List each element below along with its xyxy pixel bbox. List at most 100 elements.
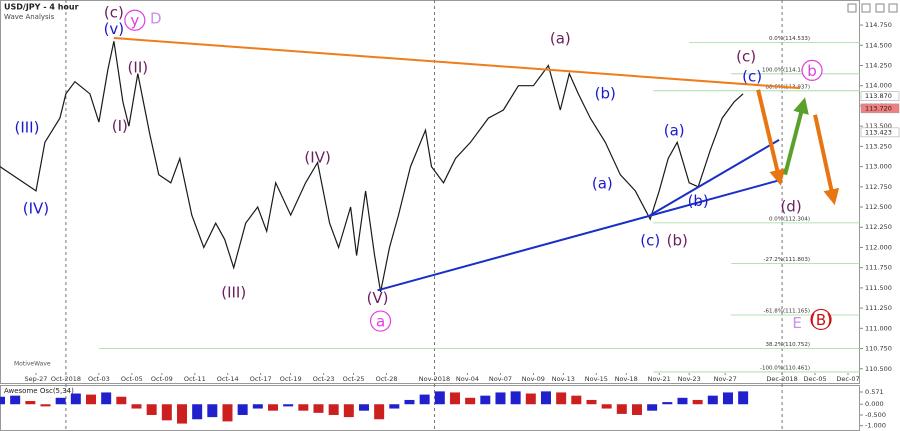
osc-bar xyxy=(40,404,51,407)
x-tick-label: Oct-28 xyxy=(376,375,398,383)
osc-bar xyxy=(0,396,5,405)
y-tick-label: 112.750 xyxy=(865,183,892,191)
osc-bar xyxy=(616,404,627,414)
wave-label: D xyxy=(150,9,162,27)
osc-bar xyxy=(556,392,567,405)
wave-circle xyxy=(810,308,832,331)
y-tick-label: 112.250 xyxy=(865,223,892,231)
wave-label: (c) xyxy=(104,4,124,22)
wave-label: (b) xyxy=(667,232,688,250)
osc-bar xyxy=(192,404,203,420)
wave-label: (III) xyxy=(221,283,246,301)
y-tick-label: 110.750 xyxy=(865,345,892,353)
x-tick-label: Nov-15 xyxy=(585,375,608,383)
osc-bar xyxy=(298,404,309,411)
wave-circle xyxy=(801,59,823,81)
wave-label: y xyxy=(130,12,139,30)
y-tick-label: 113.000 xyxy=(865,163,892,171)
osc-bar xyxy=(116,396,127,405)
osc-bar xyxy=(70,393,81,405)
osc-bar xyxy=(571,395,582,405)
osc-bar xyxy=(222,404,233,422)
price-flag xyxy=(860,91,900,101)
y-tick-label: 114.750 xyxy=(865,21,892,29)
button-icon[interactable] xyxy=(861,3,871,13)
osc-bar xyxy=(146,404,157,415)
osc-bar xyxy=(283,404,294,407)
x-tick-label: Oct-11 xyxy=(184,375,206,383)
osc-bar xyxy=(662,402,673,405)
x-tick-label: Nov-18 xyxy=(615,375,638,383)
y-tick-label: 110.500 xyxy=(865,365,892,373)
price-flag xyxy=(860,103,900,114)
wave-label: (d) xyxy=(780,198,801,216)
wave-circle xyxy=(369,310,392,332)
x-tick-label: Nov-04 xyxy=(456,375,479,383)
button-icon[interactable] xyxy=(888,3,898,13)
projection-arrow xyxy=(756,89,786,186)
osc-bar xyxy=(465,397,476,405)
wave-label: (V) xyxy=(367,289,389,307)
fib-label: 0.0%(114.533) xyxy=(769,36,810,42)
osc-bar xyxy=(647,404,658,411)
x-tick-label: Nov-21 xyxy=(648,375,671,383)
osc-bar xyxy=(374,404,385,420)
wave-label: a xyxy=(376,313,385,331)
y-tick-label: 112.000 xyxy=(865,243,892,251)
wave-label: (a) xyxy=(664,122,685,140)
osc-bar xyxy=(176,404,187,424)
wave-label: (a) xyxy=(592,174,613,192)
projection-arrow xyxy=(783,97,809,176)
osc-bar xyxy=(707,395,718,405)
osc-bar xyxy=(267,404,278,411)
x-tick-label: Oct-03 xyxy=(88,375,110,383)
trendline xyxy=(377,179,780,292)
wave-label: (b) xyxy=(595,85,616,103)
button-icon[interactable] xyxy=(875,3,885,13)
trendline xyxy=(113,37,801,90)
wave-label: (IV) xyxy=(304,148,330,166)
watermark: MotiveWave xyxy=(14,361,51,368)
osc-bar xyxy=(131,404,142,409)
osc-bar xyxy=(495,392,506,405)
osc-bar xyxy=(161,404,172,421)
wave-label: (IV) xyxy=(23,199,49,217)
x-tick-label: Oct-05 xyxy=(121,375,143,383)
price-flag-label: 113.720 xyxy=(865,104,892,112)
x-tick-label: Nov-07 xyxy=(489,375,512,383)
price-panel-frame xyxy=(0,0,860,384)
y-tick-label: 114.000 xyxy=(865,82,892,90)
price-line xyxy=(0,41,744,293)
x-tick-label: Nov-13 xyxy=(552,375,575,383)
wave-circle xyxy=(124,9,146,31)
y-tick-label: 113.250 xyxy=(865,142,892,150)
osc-bar xyxy=(358,404,369,411)
osc-bar xyxy=(631,404,642,415)
osc-bar xyxy=(237,404,248,415)
fib-label: 100.0%(114.147) xyxy=(762,67,810,73)
osc-tick-label: 0.000 xyxy=(865,400,884,408)
price-flag-label: 113.423 xyxy=(865,128,892,136)
button-icon[interactable] xyxy=(847,3,857,13)
osc-bar xyxy=(252,404,263,409)
wave-label: (b) xyxy=(688,192,709,210)
wave-label: (c) xyxy=(736,47,756,65)
osc-bar xyxy=(722,392,733,405)
osc-bar xyxy=(25,401,36,405)
x-tick-label: Sep-27 xyxy=(25,375,48,383)
wave-label: (III) xyxy=(14,118,39,136)
osc-tick-label: -1.000 xyxy=(865,422,886,430)
x-tick-label: Oct-25 xyxy=(343,375,365,383)
osc-title: Awesome Osc(5,34) xyxy=(4,387,74,395)
window-buttons xyxy=(847,3,898,13)
y-tick-label: 114.250 xyxy=(865,62,892,70)
osc-bar xyxy=(525,393,536,405)
projection-arrow xyxy=(813,114,840,206)
osc-bar xyxy=(601,404,612,409)
x-tick-label: Nov-09 xyxy=(522,375,545,383)
osc-bar xyxy=(434,391,445,405)
price-flag-label: 113.870 xyxy=(865,92,892,100)
chart-subtitle: Wave Analysis xyxy=(4,13,55,21)
x-tick-label: Nov-27 xyxy=(714,375,737,383)
